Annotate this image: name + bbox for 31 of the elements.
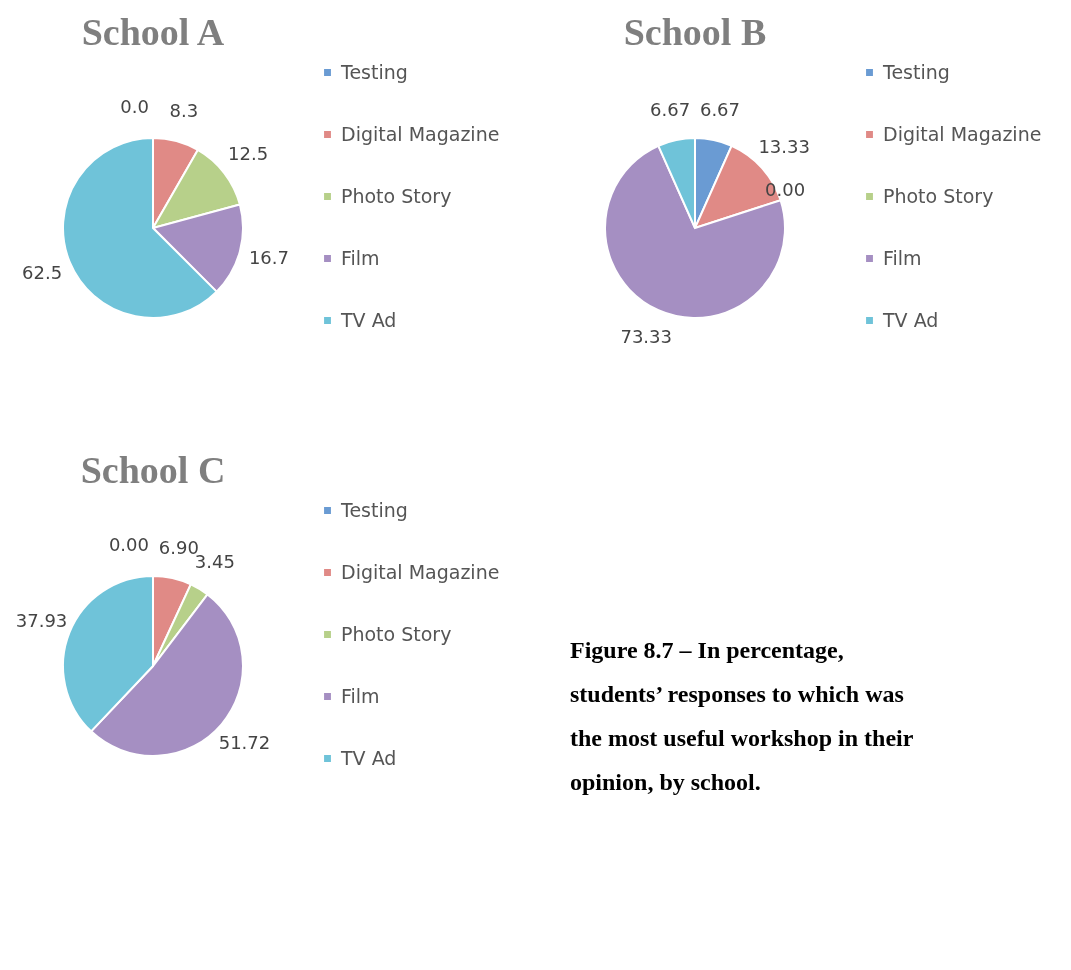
- text: 0.00: [108, 534, 149, 555]
- legend-label: Digital Magazine: [341, 122, 500, 145]
- legend-label: TV Ad: [340, 308, 397, 331]
- legend-label: Photo Story: [341, 622, 452, 645]
- legend-label: Film: [341, 684, 380, 707]
- data-label: 12.5: [228, 142, 269, 164]
- legend-label: Film: [883, 246, 922, 269]
- legend-label: TV Ad: [882, 308, 939, 331]
- data-label: 73.33: [620, 325, 672, 347]
- data-label: 16.7: [248, 246, 289, 268]
- chart-title: School C: [80, 449, 226, 491]
- legend-label: Digital Magazine: [883, 122, 1042, 145]
- legend-label: Photo Story: [883, 184, 994, 207]
- data-label: 37.93: [15, 609, 68, 631]
- legend-label: Testing: [340, 60, 408, 83]
- data-label: 13.33: [758, 135, 810, 157]
- legend-label: Testing: [340, 498, 408, 521]
- legend-label: TV Ad: [340, 746, 397, 769]
- chart-title: School B: [623, 11, 767, 53]
- chart-title: School A: [81, 11, 225, 53]
- text: 0.0: [120, 96, 149, 117]
- data-label: 62.5: [22, 261, 63, 283]
- legend-label: Film: [341, 246, 380, 269]
- legend-label: Testing: [882, 60, 950, 83]
- caption: Figure 8.7 – In percentage, students’ responses to which was the most useful workshop in their opinion, by school.: [570, 637, 914, 795]
- data-label: 6.67: [699, 98, 740, 120]
- data-label: 6.67: [650, 98, 691, 120]
- legend-label: Photo Story: [341, 184, 452, 207]
- data-label: 8.3: [169, 100, 199, 122]
- data-label: 51.72: [218, 731, 271, 753]
- legend-label: Digital Magazine: [341, 560, 500, 583]
